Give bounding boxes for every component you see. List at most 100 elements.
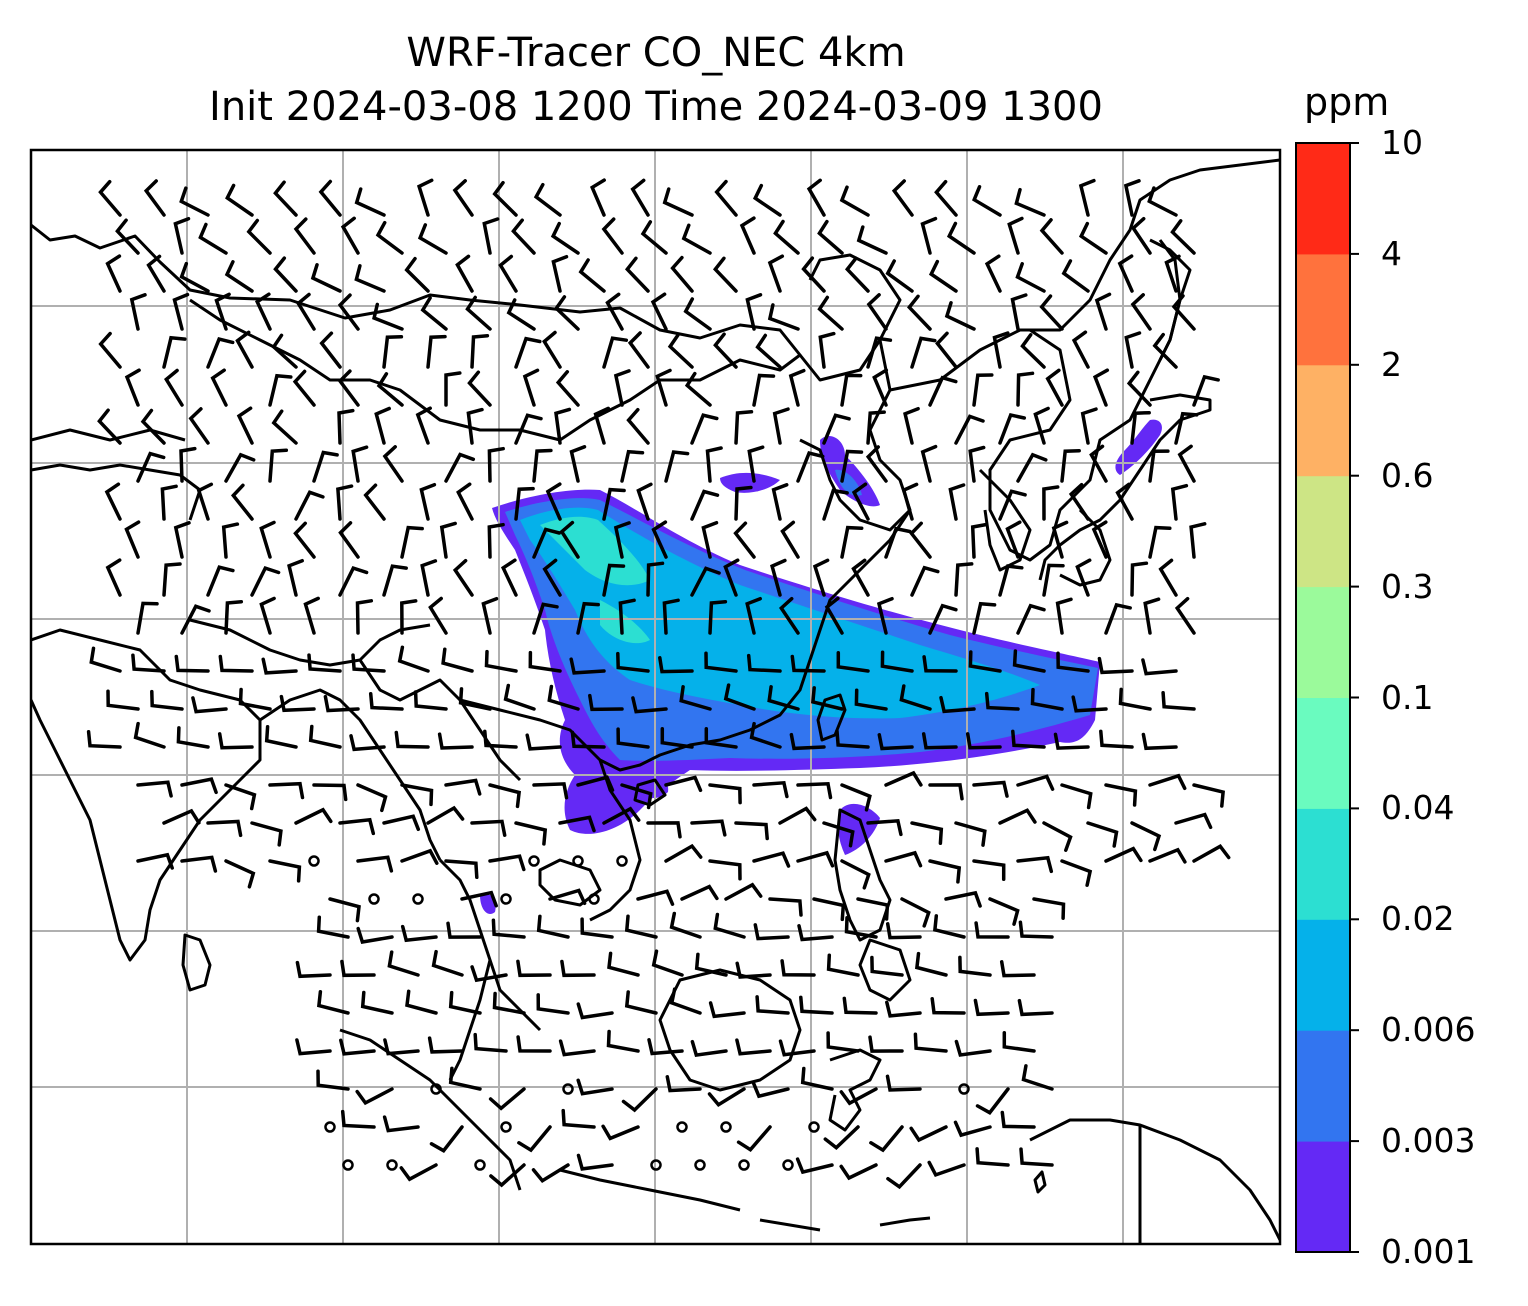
wind-barb (532, 448, 553, 483)
wind-barb (749, 721, 782, 749)
wind-barb (528, 650, 562, 673)
wind-barb (620, 449, 645, 483)
wind-barb (885, 259, 914, 293)
wind-barb (753, 923, 790, 941)
calm-wind-marker (720, 1121, 732, 1133)
wind-barb (484, 649, 518, 673)
wind-barb (836, 651, 870, 673)
wind-barb (1080, 407, 1098, 445)
wind-barb (514, 821, 548, 846)
wind-barb (752, 373, 776, 407)
wind-barb (514, 336, 542, 369)
wind-barb (294, 490, 325, 521)
calm-wind-marker (412, 893, 424, 905)
wind-barb (439, 521, 457, 559)
calm-wind-marker (650, 1159, 662, 1171)
wind-barb (338, 817, 376, 836)
wind-barb (735, 1038, 772, 1056)
colorbar-segment (1296, 143, 1350, 255)
wind-barb (1164, 254, 1181, 293)
wind-barb (545, 482, 562, 521)
wind-barb (180, 777, 218, 795)
wind-barb (866, 818, 903, 837)
wind-barb (261, 657, 298, 675)
wind-barb (238, 687, 272, 711)
wind-barb (1170, 483, 1189, 521)
wind-barb (647, 1038, 684, 1056)
wind-barb (547, 684, 580, 711)
wind-barb (767, 303, 800, 331)
colorbar-tick-label: 0.3 (1381, 566, 1434, 606)
wind-barb (417, 223, 448, 255)
wind-barb (920, 216, 938, 255)
wind-barb (458, 687, 492, 711)
wind-barb (704, 726, 738, 749)
wind-barb (734, 485, 753, 521)
wind-barb (150, 689, 184, 711)
wind-barb (349, 734, 386, 752)
wind-barb (624, 990, 658, 1015)
wind-barb (773, 219, 800, 255)
wind-barb (921, 732, 958, 750)
wind-barb (337, 369, 360, 407)
wind-barb (690, 819, 727, 837)
wind-barb (1010, 293, 1028, 331)
wind-barb (312, 450, 339, 483)
wind-barb (1042, 821, 1073, 852)
wind-barb (558, 815, 596, 833)
wind-barb (616, 727, 650, 749)
colorbar-tick-label: 0.001 (1381, 1232, 1476, 1271)
wind-barb (636, 889, 675, 906)
wind-barb (338, 565, 369, 597)
wind-barb (460, 890, 498, 908)
wind-barb (1192, 374, 1220, 407)
wind-barb (616, 651, 650, 673)
wind-barb (179, 186, 210, 217)
wind-barb (536, 914, 570, 939)
wind-barb (551, 254, 569, 293)
wind-barb (206, 565, 235, 597)
wind-barb (89, 646, 122, 673)
wind-barb (906, 294, 932, 331)
wind-barb (354, 264, 386, 293)
wind-barb (351, 653, 386, 673)
wind-barb (372, 302, 404, 331)
wind-barb (975, 1147, 1010, 1167)
wind-barb (968, 445, 986, 483)
wind-barb (658, 656, 694, 674)
wind-barb (771, 483, 789, 521)
wind-barb (670, 255, 694, 293)
wind-barb (532, 602, 559, 635)
plume-level-0.006 (520, 507, 1040, 719)
calm-wind-marker (500, 1121, 512, 1133)
wind-barb (516, 959, 552, 978)
wind-barb (910, 336, 937, 369)
wind-barb (968, 650, 1002, 673)
wind-barb (173, 521, 191, 559)
wind-barb (1152, 332, 1178, 369)
wind-barb (948, 483, 966, 521)
wind-barb (752, 780, 789, 799)
wind-barb (1071, 330, 1090, 369)
wind-barb (337, 293, 360, 331)
wind-barb (146, 254, 166, 293)
wind-barb (1016, 855, 1054, 874)
wind-barb (933, 914, 966, 939)
wind-barb (1174, 596, 1196, 635)
wind-barb (506, 298, 536, 331)
wind-barb (483, 729, 518, 749)
wind-barb (162, 562, 182, 597)
wind-barb (1061, 259, 1090, 293)
wind-barb (542, 558, 562, 597)
wind-barb (236, 406, 254, 445)
wind-barb (560, 959, 596, 978)
wind-barb (865, 445, 888, 483)
wind-barb (129, 293, 147, 331)
wind-barb (387, 950, 420, 977)
wind-barb (795, 1157, 834, 1175)
wind-barb (487, 446, 505, 483)
wind-barb (1126, 370, 1152, 407)
wind-barb (431, 949, 464, 977)
wind-barb (376, 372, 404, 407)
wind-barb (405, 989, 438, 1015)
